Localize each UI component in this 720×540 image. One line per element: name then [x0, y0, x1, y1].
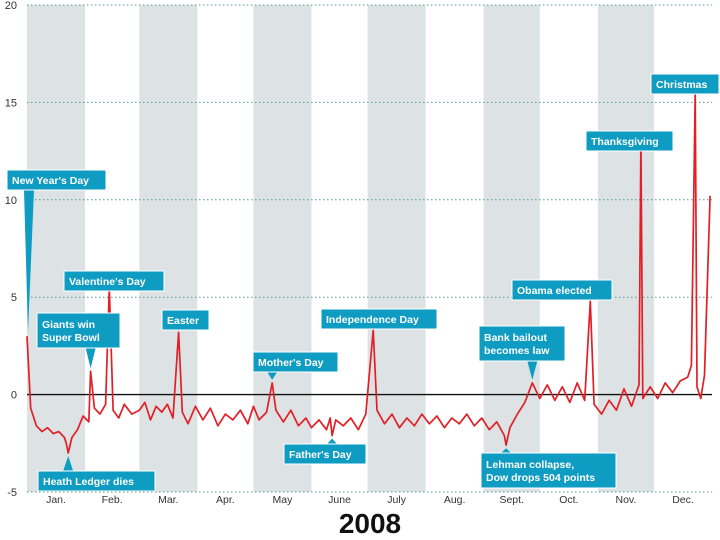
month-band: [253, 5, 312, 492]
month-label: Dec.: [672, 494, 694, 506]
month-label: Aug.: [444, 494, 466, 506]
annotation-label: Easter: [167, 315, 199, 327]
y-tick-label: 0: [11, 390, 17, 402]
month-label: Jan.: [46, 494, 66, 506]
callout-box: [511, 279, 613, 301]
annotation-label: Independence Day: [326, 314, 419, 326]
month-label: Sept.: [499, 494, 524, 506]
month-label: Apr.: [216, 494, 235, 506]
x-axis: Jan. Feb. Mar. Apr. May June July Aug. Sept. Oct.…: [46, 494, 694, 506]
annotation-label: Lehman collapse, Dow drops 504 points: [486, 459, 595, 484]
annotation-label: Father's Day: [289, 449, 352, 461]
month-label: July: [387, 494, 406, 506]
callout-pointer: [24, 190, 34, 333]
month-label: Feb.: [102, 494, 123, 506]
annotation-callout: Mother's Day: [252, 351, 339, 380]
y-tick-label: 20: [5, 0, 17, 12]
callout-box: [63, 270, 165, 292]
annotation-label: New Year's Day: [12, 175, 89, 187]
callout-box: [161, 309, 210, 331]
callout-box: [480, 452, 617, 489]
y-tick-label: 10: [5, 195, 17, 207]
annotation-callout: Heath Ledger dies: [37, 456, 156, 492]
month-bands: [27, 5, 654, 492]
annotation-label: Heath Ledger dies: [43, 476, 134, 488]
month-band: [597, 5, 654, 492]
annotation-callout: Thanksgiving: [585, 130, 674, 152]
callout-pointer: [527, 361, 538, 380]
annotation-label: Giants win Super Bowl: [42, 319, 100, 344]
callout-box: [585, 130, 674, 152]
y-axis: 20 15 10 5 0 -5: [5, 0, 17, 499]
callout-pointer: [63, 456, 74, 471]
callout-box: [283, 443, 367, 465]
month-label: May: [273, 494, 294, 506]
callout-box: [37, 470, 156, 492]
month-label: June: [328, 494, 351, 506]
month-band: [139, 5, 198, 492]
callout-box: [252, 351, 339, 373]
month-label: Oct.: [559, 494, 578, 506]
month-label: Nov.: [616, 494, 637, 506]
x-axis-title: 2008: [338, 508, 402, 539]
annotation-label: Christmas: [656, 79, 708, 91]
series: [26, 91, 711, 454]
callout-box: [478, 325, 566, 362]
callout-pointer: [85, 348, 96, 369]
annotations: New Year's Day Giants win Super Bowl Valent…: [6, 73, 720, 492]
callout-box: [650, 73, 720, 95]
month-band: [27, 5, 86, 492]
annotation-callout: New Year's Day: [6, 169, 107, 333]
callout-box: [36, 312, 121, 349]
series-line: [26, 91, 711, 454]
annotation-callout: Giants win Super Bowl: [36, 312, 121, 369]
annotation-callout: Independence Day: [320, 308, 438, 330]
annotation-callout: Father's Day: [283, 438, 367, 465]
gridlines: [27, 4, 712, 493]
callout-box: [320, 308, 438, 330]
annotation-callout: Lehman collapse, Dow drops 504 points: [480, 448, 617, 489]
callout-box: [6, 169, 107, 191]
annotation-callout: Obama elected: [511, 279, 613, 301]
month-label: Mar.: [158, 494, 178, 506]
annotation-callout: Bank bailout becomes law: [478, 325, 566, 380]
month-band: [483, 5, 540, 492]
annotation-label: Bank bailout becomes law: [484, 332, 550, 357]
annotation-label: Thanksgiving: [591, 136, 659, 148]
y-tick-label: -5: [7, 487, 17, 499]
callout-pointer: [267, 372, 278, 380]
annotation-callout: Christmas: [650, 73, 720, 95]
annotation-label: Valentine's Day: [69, 276, 146, 288]
y-tick-label: 5: [11, 292, 17, 304]
annotation-label: Obama elected: [517, 285, 592, 297]
annotation-label: Mother's Day: [258, 357, 324, 369]
month-band: [367, 5, 426, 492]
callout-pointer: [327, 438, 338, 444]
annotation-callout: Easter: [161, 309, 210, 331]
y-tick-label: 15: [5, 97, 17, 109]
annotation-callout: Valentine's Day: [63, 270, 165, 292]
callout-pointer: [501, 448, 512, 453]
